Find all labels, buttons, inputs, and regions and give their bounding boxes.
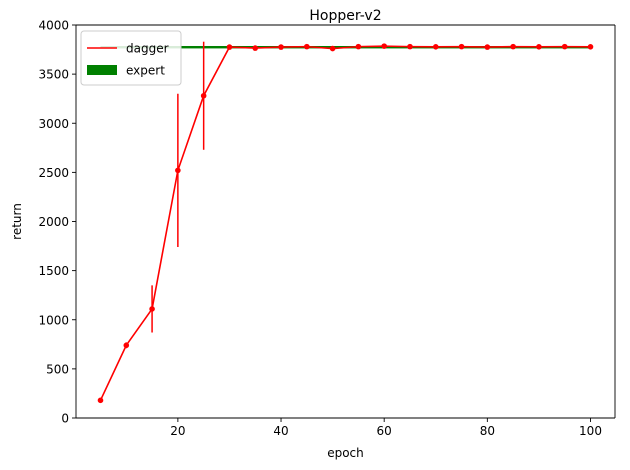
- series-dagger-point: [510, 43, 516, 50]
- y-axis-ticks: 0 500 1000 1500 2000 2500 3000 3500 4000: [38, 19, 76, 426]
- x-tick-label: 60: [377, 424, 392, 438]
- series-dagger-point: [561, 43, 568, 50]
- series-dagger-point: [252, 45, 259, 51]
- series-dagger-line: [99, 45, 591, 401]
- series-dagger-point: [587, 44, 594, 50]
- x-tick-label: 100: [579, 424, 602, 438]
- legend-dagger-label: dagger: [126, 42, 169, 56]
- y-tick-label: 2500: [38, 166, 69, 180]
- series-dagger-point: [123, 342, 130, 349]
- series-dagger-point: [381, 43, 387, 49]
- series-dagger-point: [97, 397, 104, 404]
- series-dagger-point: [458, 43, 465, 50]
- y-tick-label: 3500: [38, 68, 69, 82]
- y-tick-label: 2000: [38, 215, 69, 229]
- y-tick-label: 1500: [38, 264, 69, 278]
- y-tick-label: 3000: [38, 117, 69, 131]
- series-dagger-point: [407, 43, 413, 50]
- legend-expert-swatch: [87, 65, 117, 75]
- series-dagger-point: [200, 92, 207, 99]
- series-dagger-point: [536, 44, 542, 50]
- y-axis-label: return: [10, 203, 24, 240]
- x-axis-label: epoch: [327, 446, 364, 460]
- plot-area: [76, 25, 615, 418]
- y-tick-label: 1000: [38, 313, 69, 327]
- y-tick-label: 0: [61, 412, 69, 426]
- x-tick-label: 80: [480, 424, 495, 438]
- legend-expert-label: expert: [126, 64, 165, 78]
- y-tick-label: 4000: [38, 19, 69, 33]
- x-tick-label: 40: [273, 424, 288, 438]
- series-layer: [97, 41, 594, 404]
- series-dagger-point: [432, 44, 439, 50]
- series-dagger-point: [175, 167, 181, 174]
- series-dagger-point: [226, 44, 233, 50]
- series-dagger-point: [329, 45, 336, 52]
- series-dagger-point: [304, 43, 310, 50]
- series-dagger-point: [484, 44, 491, 50]
- series-dagger-point: [278, 44, 284, 50]
- chart-title: Hopper-v2: [309, 8, 381, 24]
- series-dagger-point: [355, 43, 362, 50]
- x-axis-ticks: 20 40 60 80 100: [170, 418, 602, 438]
- x-tick-label: 20: [170, 424, 185, 438]
- series-dagger-point: [149, 306, 155, 312]
- y-tick-label: 500: [46, 362, 69, 376]
- legend: dagger expert: [80, 30, 182, 86]
